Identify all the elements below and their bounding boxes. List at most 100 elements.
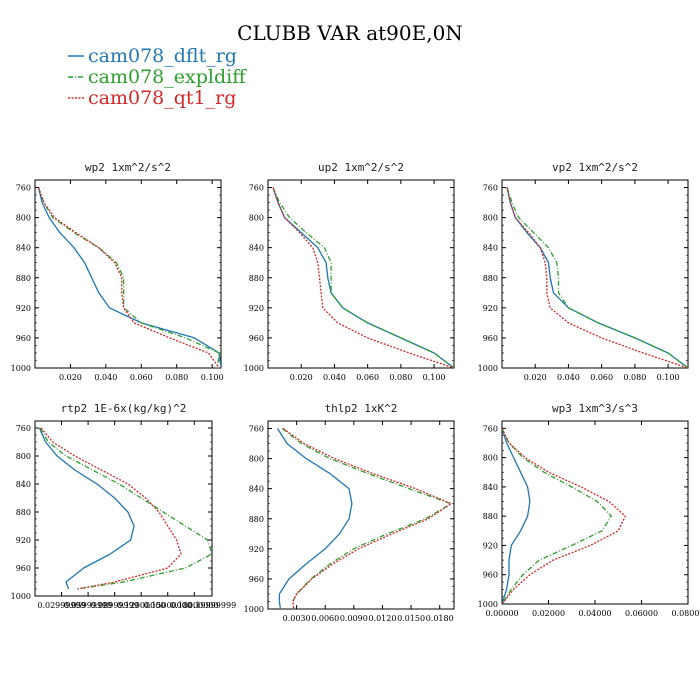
x-tick-label: 0.100 <box>423 373 446 382</box>
series-line-cam078_dflt_rg <box>276 428 353 609</box>
y-tick-label: 880 <box>249 274 264 283</box>
panel-title: wp3 1xm^3/s^3 <box>552 402 638 415</box>
x-tick-label: 0.15000000 <box>144 601 192 610</box>
x-tick-label: 0.08000 <box>671 609 700 618</box>
x-tick-label: 0.100 <box>657 373 680 382</box>
panel-1: wp2 1xm^2/s^2 760 800 840 880 920 960 1000 0.020… <box>11 161 224 382</box>
y-tick-label: 960 <box>483 334 498 343</box>
legend-label-expldiff: cam078_expldiff <box>88 66 247 88</box>
x-tick-label: 0.12000000 <box>117 601 165 610</box>
legend-item-qt1: cam078_qt1_rg <box>68 87 236 109</box>
plot-frame <box>34 420 213 597</box>
series-line-cam078_dflt_rg <box>38 427 135 590</box>
series-line-cam078_qt1_rg <box>502 428 626 604</box>
x-tick-label: 0.05999999 <box>64 601 112 610</box>
x-tick-label: 0.02000 <box>532 609 565 618</box>
y-tick-label: 1000 <box>244 364 264 373</box>
x-tick-label: 0.04000 <box>578 609 611 618</box>
y-tick-label: 920 <box>16 304 31 313</box>
series-line-cam078_expldiff <box>506 187 688 368</box>
panel-title: up2 1xm^2/s^2 <box>318 161 404 174</box>
x-tick-label: 0.040 <box>323 373 346 382</box>
panel-title: rtp2 1E-6x(kg/kg)^2 <box>61 402 187 415</box>
y-tick-label: 840 <box>483 483 498 492</box>
panel-6: wp3 1xm^3/s^3 760 800 840 880 920 960 10000.000… <box>478 402 700 618</box>
series-line-cam078_qt1_rg <box>282 427 452 609</box>
y-tick-label: 880 <box>16 508 31 517</box>
x-tick-label: 0.040 <box>557 373 580 382</box>
x-tick-label: 0.00000 <box>485 609 518 618</box>
panel-title: wp2 1xm^2/s^2 <box>85 161 171 174</box>
series-line-cam078_dflt_rg <box>272 187 454 368</box>
y-tick-label: 920 <box>483 304 498 313</box>
y-tick-label: 840 <box>483 244 498 253</box>
y-tick-label: 960 <box>483 571 498 580</box>
plot-frame <box>501 179 689 369</box>
x-tick-label: 0.19999999 <box>188 601 236 610</box>
series-group <box>272 187 454 368</box>
y-tick-label: 1000 <box>244 605 264 614</box>
series-line-cam078_expldiff <box>272 187 454 368</box>
x-tick-label: 0.0180 <box>426 614 454 623</box>
x-tick-label: 0.18000000 <box>170 601 218 610</box>
x-tick-label: 0.020 <box>524 373 547 382</box>
panel-title: vp2 1xm^2/s^2 <box>552 161 638 174</box>
y-tick-label: 840 <box>249 244 264 253</box>
series-line-cam078_qt1_rg <box>272 187 454 368</box>
y-tick-label: 920 <box>249 304 264 313</box>
x-tick-label: 0.02999999 <box>37 601 85 610</box>
y-tick-label: 800 <box>16 452 31 461</box>
panel-3: vp2 1xm^2/s^2 760 800 840 880 920 960 1000 0.020… <box>478 161 689 382</box>
y-tick-label: 920 <box>249 545 264 554</box>
series-line-cam078_dflt_rg <box>506 187 688 368</box>
series-line-cam078_expldiff <box>281 427 452 609</box>
y-tick-label: 800 <box>483 454 498 463</box>
panel-title: thlp2 1xK^2 <box>325 402 398 415</box>
y-tick-label: 800 <box>249 214 264 223</box>
series-group <box>502 428 626 604</box>
y-tick-label: 960 <box>249 575 264 584</box>
x-tick-label: 0.08999999 <box>90 601 138 610</box>
series-group <box>506 187 688 368</box>
series-group <box>37 187 221 368</box>
x-tick-label: 0.020 <box>290 373 313 382</box>
y-tick-label: 760 <box>483 424 498 433</box>
series-line-cam078_dflt_rg <box>502 428 531 604</box>
y-tick-label: 800 <box>249 455 264 464</box>
x-tick-label: 0.080 <box>165 373 188 382</box>
x-tick-label: 0.0150 <box>397 614 425 623</box>
legend-item-dflt: cam078_dflt_rg <box>68 45 237 67</box>
x-tick-label: 0.020 <box>59 373 82 382</box>
x-tick-label: 0.06000 <box>625 609 658 618</box>
plot-frame <box>34 179 222 369</box>
y-tick-label: 760 <box>16 184 31 193</box>
y-tick-label: 880 <box>483 512 498 521</box>
series-line-cam078_qt1_rg <box>37 187 220 368</box>
y-tick-label: 1000 <box>11 364 31 373</box>
y-tick-label: 840 <box>16 244 31 253</box>
plot-frame <box>267 420 455 610</box>
x-tick-label: 0.0060 <box>311 614 339 623</box>
y-tick-label: 920 <box>483 541 498 550</box>
panel-4: rtp2 1E-6x(kg/kg)^2 760 800 840 880 920 960 100… <box>11 402 237 610</box>
y-tick-label: 800 <box>16 214 31 223</box>
y-tick-label: 840 <box>16 480 31 489</box>
x-tick-label: 0.0030 <box>283 614 311 623</box>
x-tick-label: 0.060 <box>130 373 153 382</box>
series-group <box>38 427 212 590</box>
x-tick-label: 0.040 <box>94 373 117 382</box>
y-tick-label: 760 <box>16 424 31 433</box>
y-tick-label: 960 <box>249 334 264 343</box>
y-tick-label: 880 <box>16 274 31 283</box>
y-tick-label: 800 <box>483 214 498 223</box>
y-tick-label: 760 <box>249 425 264 434</box>
panels: wp2 1xm^2/s^2 760 800 840 880 920 960 1000 0.020… <box>11 161 700 623</box>
x-tick-label: 0.0090 <box>340 614 368 623</box>
y-tick-label: 760 <box>249 184 264 193</box>
plot-frame <box>267 179 455 369</box>
x-tick-label: 0.0120 <box>368 614 396 623</box>
y-tick-label: 1000 <box>478 600 498 609</box>
y-tick-label: 960 <box>16 564 31 573</box>
y-tick-label: 960 <box>16 334 31 343</box>
